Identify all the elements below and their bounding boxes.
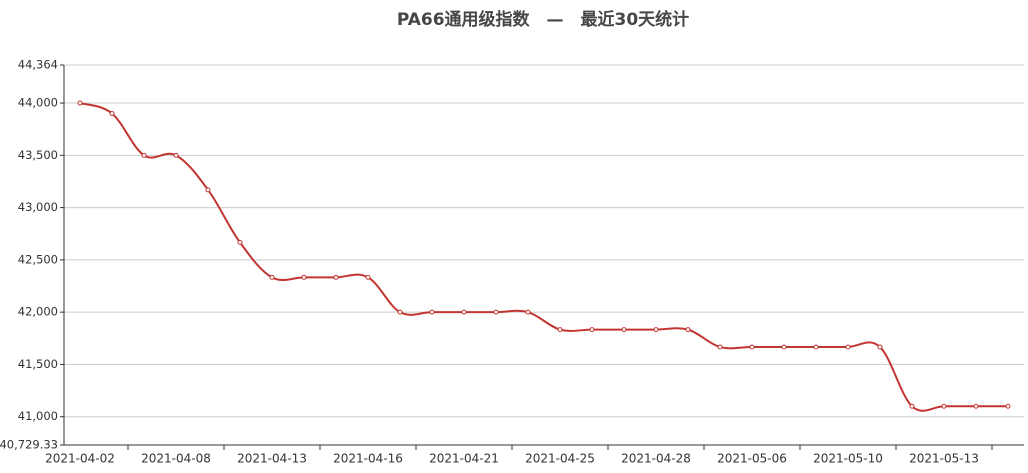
data-point <box>397 309 403 315</box>
data-point <box>653 327 659 333</box>
data-point <box>589 327 595 333</box>
data-point <box>493 309 499 315</box>
y-tick-label: 44,000 <box>18 96 58 110</box>
data-point <box>557 327 563 333</box>
chart-title: PA66通用级指数 — 最近30天统计 <box>397 9 689 30</box>
data-point <box>877 344 883 350</box>
x-tick-label: 2021-05-06 <box>717 452 787 466</box>
x-tick-label: 2021-04-08 <box>141 452 211 466</box>
data-point <box>429 309 435 315</box>
data-point <box>685 327 691 333</box>
x-tick-label: 2021-05-13 <box>909 452 979 466</box>
x-tick-label: 2021-04-25 <box>525 452 595 466</box>
y-tick-label: 43,000 <box>18 200 58 214</box>
data-point <box>237 239 243 245</box>
data-point <box>717 344 723 350</box>
series-line <box>79 102 1008 412</box>
data-point <box>845 344 851 350</box>
x-tick-label: 2021-04-02 <box>45 452 115 466</box>
y-tick-label: 41,500 <box>18 357 58 371</box>
data-point <box>365 274 371 280</box>
data-point <box>781 344 787 350</box>
data-point <box>173 152 179 158</box>
data-point <box>909 403 915 409</box>
data-point <box>973 403 979 409</box>
x-tick-label: 2021-04-16 <box>333 452 403 466</box>
x-tick-label: 2021-05-10 <box>813 452 883 466</box>
data-point <box>525 309 531 315</box>
data-point <box>1005 403 1011 409</box>
y-tick-label: 42,500 <box>18 252 58 266</box>
data-point <box>269 274 275 280</box>
data-point <box>621 327 627 333</box>
x-tick-label: 2021-04-13 <box>237 452 307 466</box>
data-point <box>141 152 147 158</box>
x-tick-label: 2021-04-21 <box>429 452 499 466</box>
y-tick-label: 41,000 <box>18 409 58 423</box>
data-point <box>941 403 947 409</box>
data-point <box>461 309 467 315</box>
x-tick-label: 2021-04-28 <box>621 452 691 466</box>
data-point <box>205 187 211 193</box>
y-tick-label: 44,364 <box>18 58 58 72</box>
data-point <box>301 274 307 280</box>
data-point <box>749 344 755 350</box>
data-point <box>77 100 83 106</box>
data-point <box>813 344 819 350</box>
y-tick-label: 43,500 <box>18 148 58 162</box>
y-tick-label: 42,000 <box>18 305 58 319</box>
y-tick-label: 40,729.33 <box>0 438 58 452</box>
data-point <box>333 274 339 280</box>
data-point <box>109 111 115 117</box>
